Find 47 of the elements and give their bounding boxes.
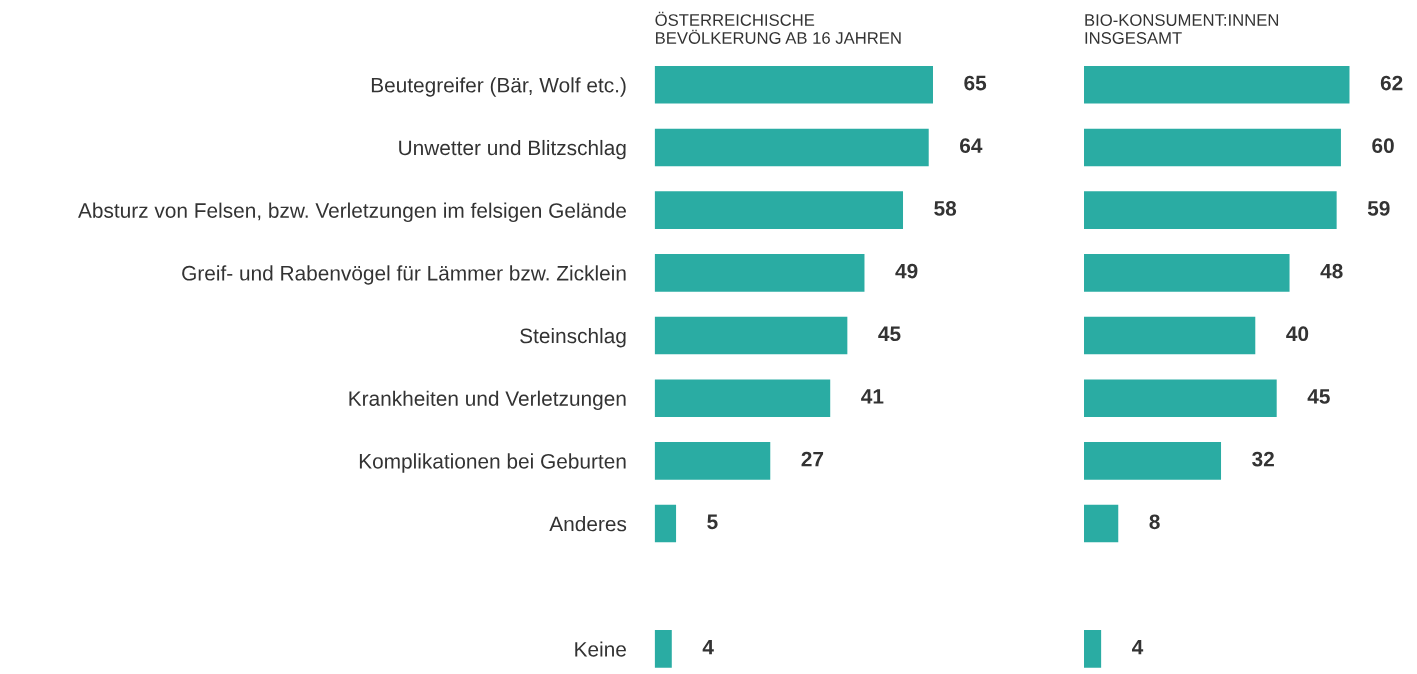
y-tick-label: Beutegreifer (Bär, Wolf etc.) bbox=[371, 77, 626, 97]
data-label: 4 bbox=[1132, 639, 1144, 655]
data-label: 60 bbox=[1372, 138, 1394, 154]
bar bbox=[654, 65, 933, 104]
chart-title: BIO-KONSUMENT:INNEN INSGESAMT bbox=[1085, 14, 1279, 44]
data-label: 59 bbox=[1367, 200, 1390, 216]
bar bbox=[1084, 316, 1256, 355]
data-label: 48 bbox=[1320, 263, 1343, 279]
data-label: 27 bbox=[801, 451, 824, 467]
bar bbox=[654, 379, 831, 417]
data-label: 65 bbox=[964, 75, 987, 91]
bar bbox=[1084, 254, 1290, 292]
data-label: 45 bbox=[878, 326, 901, 342]
bar bbox=[1084, 504, 1119, 543]
data-label: 5 bbox=[707, 514, 718, 530]
y-tick-label: Komplikationen bei Geburten bbox=[359, 453, 626, 473]
data-label: 8 bbox=[1149, 514, 1160, 530]
bar bbox=[1084, 630, 1102, 668]
y-tick-label: Greif- und Rabenvögel für Lämmer bzw. Zicklein bbox=[182, 265, 626, 285]
data-label: 58 bbox=[934, 200, 957, 216]
data-label: 40 bbox=[1286, 326, 1309, 342]
data-label: 64 bbox=[960, 138, 983, 154]
y-tick-label: Keine bbox=[575, 641, 626, 657]
chart-title: ÖSTERREICHISCHE BEVÖLKERUNG AB 16 JAHREN bbox=[655, 11, 901, 44]
y-tick-label: Absturz von Felsen, bzw. Verletzungen im felsigen Gelände bbox=[78, 202, 626, 223]
data-label: 45 bbox=[1307, 389, 1330, 404]
y-tick-label: Krankheiten und Verletzungen bbox=[349, 390, 626, 411]
bar bbox=[654, 504, 677, 543]
bar bbox=[1084, 442, 1222, 480]
y-tick-label: Unwetter und Blitzschlag bbox=[399, 139, 626, 160]
data-label: 62 bbox=[1380, 75, 1403, 91]
bar bbox=[654, 316, 848, 355]
bar bbox=[1084, 379, 1277, 417]
bar bbox=[1084, 128, 1341, 167]
bar bbox=[654, 128, 929, 167]
bar bbox=[1084, 65, 1350, 104]
data-label: 49 bbox=[895, 263, 918, 279]
bar bbox=[654, 442, 771, 480]
data-label: 32 bbox=[1252, 451, 1274, 467]
bar bbox=[654, 630, 672, 668]
bar bbox=[654, 254, 865, 292]
bar bbox=[1084, 191, 1337, 229]
data-label: 41 bbox=[861, 389, 884, 404]
y-tick-label: Anderes bbox=[549, 516, 627, 532]
data-label: 4 bbox=[702, 639, 714, 655]
y-tick-label: Steinschlag bbox=[520, 327, 626, 348]
bar bbox=[654, 191, 904, 229]
